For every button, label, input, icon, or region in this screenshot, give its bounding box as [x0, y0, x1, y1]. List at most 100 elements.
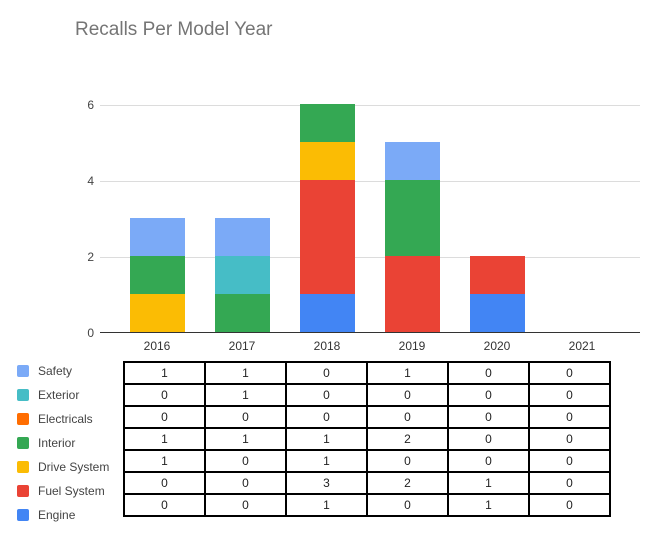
table-cell: 1	[447, 493, 530, 517]
x-tick-2017: 2017	[228, 339, 256, 353]
swatch-icon	[17, 461, 29, 473]
table-cell: 1	[123, 427, 206, 451]
table-cell: 0	[447, 449, 530, 473]
table-cell: 0	[528, 361, 611, 385]
x-tick-2020: 2020	[483, 339, 511, 353]
y-tick-0: 0	[87, 326, 94, 340]
table-cell: 1	[204, 383, 287, 407]
table-cell: 0	[366, 449, 449, 473]
table-cell: 0	[204, 471, 287, 495]
table-cell: 1	[366, 361, 449, 385]
swatch-icon	[17, 437, 29, 449]
legend-label: Fuel System	[38, 484, 105, 498]
bar-segment-engine	[470, 294, 525, 332]
bar-segment-safety	[215, 218, 270, 256]
y-tick-2: 2	[87, 250, 94, 264]
x-tick-2021: 2021	[568, 339, 596, 353]
x-tick-2016: 2016	[143, 339, 171, 353]
table-cell: 2	[366, 427, 449, 451]
bar-segment-interior	[300, 104, 355, 142]
table-cell: 0	[123, 471, 206, 495]
bar-2019	[385, 142, 440, 332]
bar-segment-safety	[130, 218, 185, 256]
swatch-icon	[17, 365, 29, 377]
bar-segment-interior	[385, 180, 440, 256]
table-cell: 0	[366, 383, 449, 407]
bar-2017	[215, 218, 270, 332]
bar-segment-fuel-system	[470, 256, 525, 294]
table-cell: 0	[204, 405, 287, 429]
plot-area: 6 4 2 0 2016 2017 2018 2019 2020 2021	[87, 98, 640, 353]
table-cell: 0	[447, 405, 530, 429]
table-cell: 1	[204, 427, 287, 451]
table-cell: 0	[123, 383, 206, 407]
table-cell: 0	[204, 449, 287, 473]
table-cell: 0	[285, 361, 368, 385]
table-cell: 0	[528, 383, 611, 407]
table-cell: 0	[366, 405, 449, 429]
table-cell: 0	[528, 405, 611, 429]
bar-segment-exterior	[215, 256, 270, 294]
legend-label: Electricals	[38, 412, 93, 426]
bar-segment-safety	[385, 142, 440, 180]
swatch-icon	[17, 413, 29, 425]
bar-2020	[470, 256, 525, 332]
swatch-icon	[17, 485, 29, 497]
legend-label: Engine	[38, 508, 76, 522]
legend-label: Safety	[38, 364, 73, 378]
bar-segment-engine	[300, 294, 355, 332]
table-cell: 0	[528, 471, 611, 495]
table-cell: 0	[447, 383, 530, 407]
table-cell: 2	[366, 471, 449, 495]
table-cell: 0	[285, 383, 368, 407]
y-tick-6: 6	[87, 98, 94, 112]
table-cell: 0	[204, 493, 287, 517]
bar-segment-drive-system	[130, 294, 185, 332]
table-cell: 0	[285, 405, 368, 429]
table-cell: 1	[123, 361, 206, 385]
table-cell: 1	[285, 493, 368, 517]
table-cell: 1	[285, 427, 368, 451]
y-tick-4: 4	[87, 174, 94, 188]
swatch-icon	[17, 389, 29, 401]
bar-segment-interior	[215, 294, 270, 332]
x-tick-2018: 2018	[313, 339, 341, 353]
bar-2016	[130, 218, 185, 332]
table-cell: 0	[528, 449, 611, 473]
legend-item-fuel-system: Fuel System	[17, 482, 105, 500]
bar-segment-fuel-system	[385, 256, 440, 332]
table-cell: 0	[528, 427, 611, 451]
legend-item-interior: Interior	[17, 434, 75, 452]
legend-label: Interior	[38, 436, 76, 450]
bar-segment-fuel-system	[300, 180, 355, 294]
x-axis-line	[100, 332, 640, 333]
table-cell: 0	[447, 361, 530, 385]
swatch-icon	[17, 509, 29, 521]
chart-title: Recalls Per Model Year	[75, 19, 273, 40]
gridline-2	[100, 257, 640, 258]
table-cell: 1	[447, 471, 530, 495]
legend-label: Drive System	[38, 460, 110, 474]
table-cell: 0	[366, 493, 449, 517]
table-cell: 1	[285, 449, 368, 473]
legend-label: Exterior	[38, 388, 80, 402]
table-cell: 0	[528, 493, 611, 517]
x-tick-2019: 2019	[398, 339, 426, 353]
gridline-4	[100, 181, 640, 182]
table-cell: 1	[204, 361, 287, 385]
bar-segment-interior	[130, 256, 185, 294]
legend-item-electricals: Electricals	[17, 410, 93, 428]
bar-segment-drive-system	[300, 142, 355, 180]
table-cell: 1	[123, 449, 206, 473]
legend-item-safety: Safety	[17, 362, 72, 380]
legend-item-drive-system: Drive System	[17, 458, 109, 476]
table-cell: 0	[447, 427, 530, 451]
